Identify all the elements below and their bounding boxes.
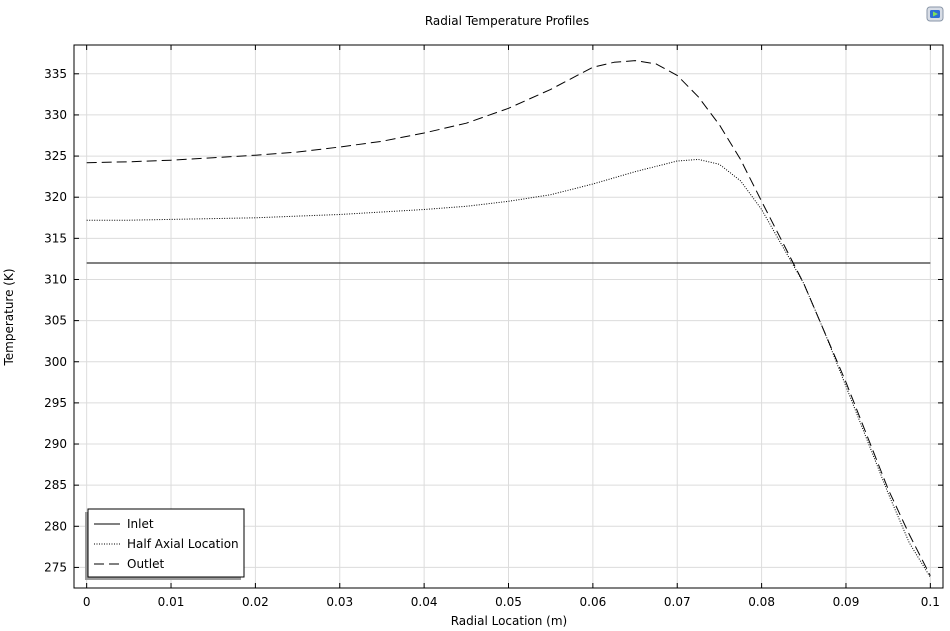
y-tick-label: 280	[44, 519, 67, 533]
series-line-half-axial-location	[86, 158, 931, 578]
x-tick-label: 0.09	[833, 595, 860, 609]
y-tick-label: 315	[44, 231, 67, 245]
grid-lines	[74, 45, 943, 588]
y-tick-label: 305	[44, 314, 67, 328]
y-axis-title: Temperature (K)	[2, 268, 16, 366]
legend-box	[87, 508, 245, 578]
legend-label-inlet: Inlet	[127, 517, 154, 531]
x-tick-label: 0.07	[664, 595, 691, 609]
y-tick-label: 285	[44, 478, 67, 492]
x-tick-label: 0.06	[580, 595, 607, 609]
x-tick-label: 0.03	[326, 595, 353, 609]
legend-label-half-axial: Half Axial Location	[127, 537, 239, 551]
x-tick-label: 0.04	[411, 595, 438, 609]
x-tick-label: 0.08	[748, 595, 775, 609]
x-tick-label: 0.1	[921, 595, 940, 609]
y-tick-label: 290	[44, 437, 67, 451]
chart-title: Radial Temperature Profiles	[425, 14, 589, 28]
y-tick-label: 310	[44, 272, 67, 286]
export-image-icon[interactable]	[926, 6, 944, 22]
y-tick-label: 275	[44, 560, 67, 574]
y-tick-label: 325	[44, 149, 67, 163]
series-lines	[86, 60, 931, 578]
legend-label-outlet: Outlet	[127, 557, 164, 571]
y-tick-label: 300	[44, 355, 67, 369]
legend: Inlet Half Axial Location Outlet	[85, 508, 245, 580]
x-tick-label: 0	[83, 595, 91, 609]
x-tick-label: 0.01	[158, 595, 185, 609]
x-axis-title: Radial Location (m)	[451, 614, 568, 628]
y-tick-label: 295	[44, 396, 67, 410]
y-tick-label: 330	[44, 108, 67, 122]
x-tick-label: 0.05	[495, 595, 522, 609]
y-tick-label: 335	[44, 67, 67, 81]
axis-ticks: 0 0.01 0.02 0.03 0.04 0.05 0.06 0.07 0.08 0.09 0.1…	[44, 45, 943, 609]
x-tick-label: 0.02	[242, 595, 269, 609]
series-line-outlet	[86, 60, 931, 576]
y-tick-label: 320	[44, 190, 67, 204]
